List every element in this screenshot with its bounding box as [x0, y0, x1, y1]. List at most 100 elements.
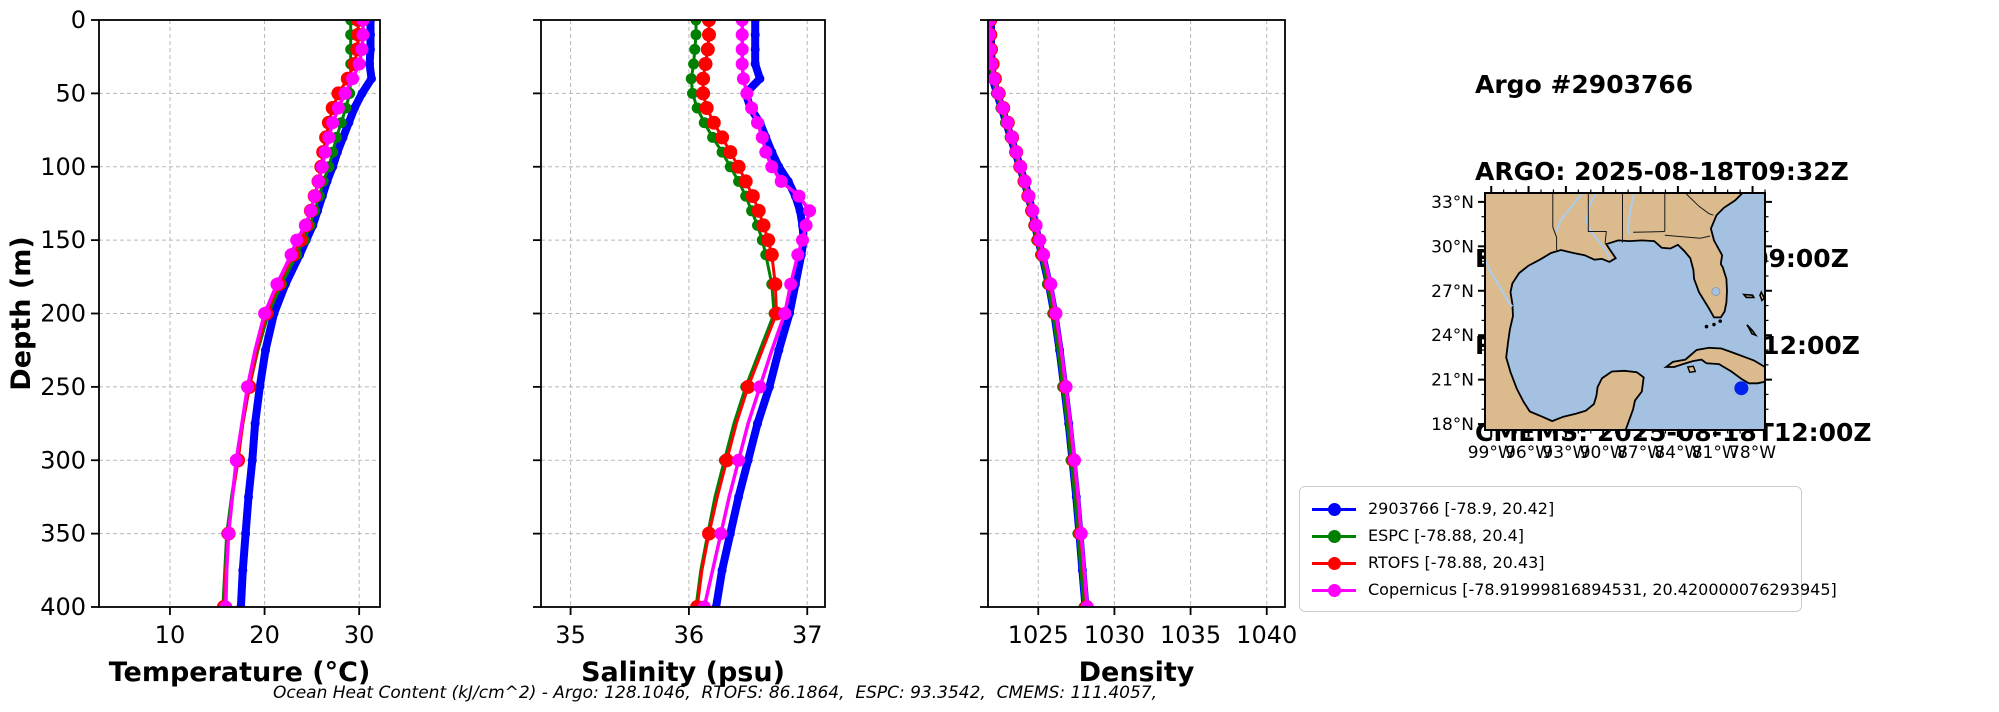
temperature-axis-title: Temperature (°C) — [109, 657, 371, 688]
map-land — [1485, 193, 1765, 430]
series-2903766-marker — [753, 419, 762, 429]
series-RTOFS-marker — [702, 20, 716, 27]
map-lat-label: 21°N — [1431, 371, 1474, 391]
series-RTOFS-marker — [715, 130, 730, 145]
series-Copernicus-marker — [1018, 174, 1032, 188]
map-lon-label: 96°W — [1505, 443, 1552, 463]
map-lat-label: 27°N — [1431, 282, 1474, 302]
y-tick-label: 300 — [40, 446, 86, 474]
legend-line-marker-icon — [1312, 501, 1356, 517]
x-tick-label: 36 — [674, 621, 705, 649]
series-2903766-marker — [750, 30, 760, 40]
x-tick-label: 10 — [155, 621, 186, 649]
series-Copernicus-marker — [732, 453, 746, 467]
series-Copernicus-marker — [308, 189, 322, 203]
legend-label: ESPC [-78.88, 20.4] — [1368, 526, 1525, 545]
y-tick-label: 400 — [40, 593, 86, 621]
map-lon-label: 84°W — [1654, 443, 1701, 463]
map-frame — [1484, 192, 1766, 431]
series-Copernicus-marker — [258, 307, 272, 320]
axis-ticks: 1025 1030 1035 1040 — [980, 19, 1297, 649]
series-Copernicus-marker — [735, 42, 749, 56]
series-Copernicus-marker — [792, 189, 806, 203]
series-2903766-marker — [743, 455, 753, 465]
series-Copernicus-marker — [799, 218, 813, 232]
series-Copernicus-marker — [298, 218, 312, 232]
profile-plots: 10 20 30050100150200250300350400Temperatur… — [6, 6, 1297, 688]
series-2903766-marker — [344, 118, 354, 128]
series-RTOFS-marker — [719, 453, 734, 468]
series-RTOFS-marker — [751, 203, 766, 218]
map-lon-label: 99°W — [1468, 443, 1515, 463]
series-Copernicus-marker — [791, 248, 805, 262]
series-Copernicus-marker — [331, 101, 345, 115]
x-tick-label: 1030 — [1084, 621, 1145, 649]
legend: 2903766 [-78.9, 20.42] ESPC [-78.88, 20.… — [1299, 486, 1837, 612]
series-2903766-marker — [244, 492, 253, 502]
series-2903766-marker — [717, 565, 727, 575]
series-Copernicus-marker — [803, 204, 817, 218]
series-ESPC-marker — [689, 43, 701, 55]
series-2903766-marker — [711, 602, 721, 607]
series-Copernicus-marker — [991, 86, 1005, 100]
series-ESPC-marker — [690, 29, 702, 41]
series-Copernicus-marker — [352, 57, 366, 71]
series-Copernicus-marker — [270, 277, 284, 291]
series-Copernicus-marker — [241, 380, 254, 394]
map-lon-label: 78°W — [1729, 443, 1776, 463]
series-RTOFS-marker — [698, 57, 713, 71]
series-Copernicus-marker — [312, 174, 325, 188]
series-Copernicus-marker — [1068, 453, 1081, 467]
legend-item-argo: 2903766 [-78.9, 20.42] — [1312, 495, 1789, 522]
series-RTOFS-marker — [731, 159, 746, 174]
series-RTOFS-marker — [761, 233, 776, 248]
series-Copernicus-marker — [753, 380, 767, 394]
series-Copernicus-marker — [284, 248, 298, 262]
legend-label: RTOFS [-78.88, 20.43] — [1368, 553, 1545, 572]
legend-item-espc: ESPC [-78.88, 20.4] — [1312, 522, 1789, 549]
legend-label: Copernicus [-78.91999816894531, 20.42000… — [1368, 580, 1837, 599]
series-Copernicus-marker — [1001, 116, 1014, 130]
legend-line-marker-icon — [1312, 528, 1356, 544]
series-Copernicus-marker — [1037, 248, 1051, 262]
series-RTOFS-marker — [768, 277, 783, 292]
y-tick-label: 200 — [40, 300, 86, 328]
series-Copernicus-marker — [988, 57, 999, 71]
series-Copernicus-marker — [697, 600, 711, 607]
series-Copernicus-marker — [1074, 527, 1088, 541]
series-2903766-marker — [247, 455, 257, 465]
x-tick-label: 20 — [249, 621, 280, 649]
series-Copernicus-marker — [759, 145, 773, 159]
series-Copernicus-marker — [1005, 130, 1019, 144]
series-2903766-marker — [238, 565, 248, 575]
series-Copernicus-marker — [355, 42, 369, 56]
series-RTOFS-marker — [700, 42, 715, 57]
series-Copernicus-marker — [1029, 218, 1043, 232]
series-Copernicus-marker — [338, 86, 352, 100]
series-Copernicus-marker — [229, 453, 243, 467]
series-2903766-marker — [734, 492, 744, 502]
series-Copernicus-marker — [322, 130, 336, 144]
argo-time-line: ARGO: 2025-08-18T09:32Z — [1475, 157, 1849, 186]
series-Copernicus-marker — [346, 72, 360, 86]
depth-axis-title: Depth (m) — [6, 236, 37, 390]
series-Copernicus-marker — [751, 116, 764, 130]
axis-ticks: 35 36 37 — [533, 19, 823, 649]
series-Copernicus-marker — [1049, 307, 1063, 320]
series-Copernicus-marker — [326, 116, 340, 130]
series-Copernicus-marker — [774, 174, 788, 188]
series-RTOFS-marker — [756, 218, 771, 233]
series-ESPC-marker — [698, 117, 710, 129]
series-Copernicus-marker — [1044, 277, 1058, 291]
map-ticks: 33°N 30°N 27°N 24°N 21°N 18°N 99°W96°W93°W90°W… — [1431, 186, 1776, 463]
series-Copernicus-marker — [796, 233, 809, 247]
series-RTOFS-marker — [696, 71, 711, 86]
density-profile-plot: 1025 1030 1035 1040 Density — [980, 19, 1297, 688]
series-Copernicus-marker — [988, 28, 996, 42]
series-2903766-marker — [357, 88, 367, 98]
series-2903766-marker — [755, 74, 765, 84]
series-RTOFS-marker — [706, 115, 721, 130]
x-tick-label: 30 — [344, 621, 375, 649]
x-tick-label: 1035 — [1160, 621, 1221, 649]
series-Copernicus-marker — [219, 600, 233, 607]
